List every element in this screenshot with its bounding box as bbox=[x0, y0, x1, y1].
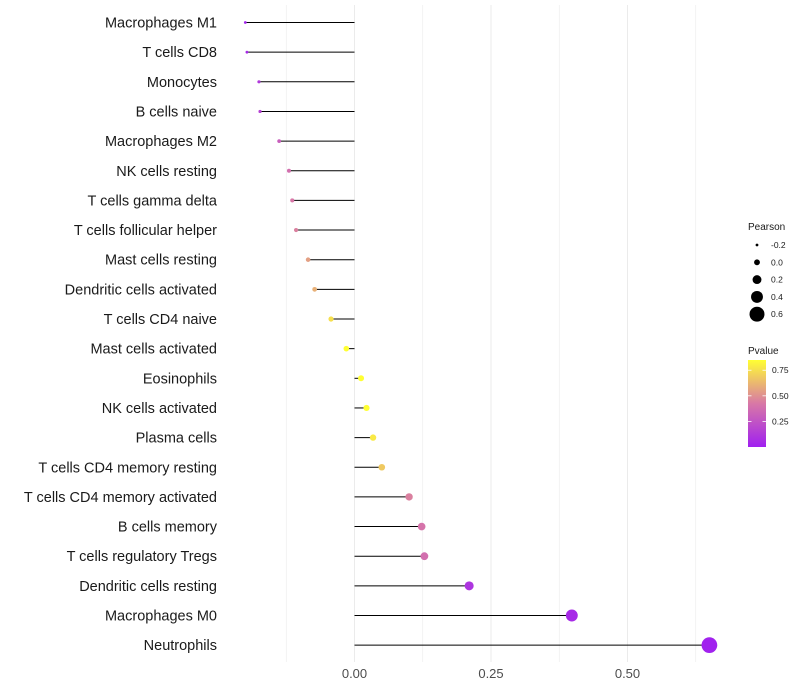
x-axis-ticks: 0.00 0.25 0.50 bbox=[342, 666, 640, 681]
category-label: NK cells resting bbox=[116, 164, 217, 180]
x-tick-label: 0.50 bbox=[615, 666, 640, 681]
lollipop-dot bbox=[305, 257, 311, 262]
legend: Pearson -0.2 0.0 0.2 0.4 0.6 Pvalue 0.25 0.50 0.7… bbox=[748, 222, 789, 447]
lollipop-dots bbox=[243, 21, 718, 654]
category-label: T cells CD4 memory activated bbox=[24, 490, 217, 506]
lollipop-dot bbox=[312, 286, 318, 292]
category-label: NK cells activated bbox=[102, 401, 217, 417]
lollipop-dot bbox=[405, 493, 413, 501]
gridlines bbox=[285, 5, 697, 662]
legend-size-dot bbox=[755, 243, 759, 247]
legend-color-label: 0.50 bbox=[772, 391, 789, 401]
lollipop-dot bbox=[293, 227, 299, 233]
lollipop-dot bbox=[363, 404, 370, 412]
legend-color-bar bbox=[748, 360, 766, 447]
legend-size-dot bbox=[752, 275, 762, 285]
category-label: Dendritic cells resting bbox=[79, 579, 217, 595]
lollipop-dot bbox=[369, 434, 377, 441]
legend-color-label: 0.75 bbox=[772, 365, 789, 375]
legend-size-label: 0.6 bbox=[771, 309, 783, 319]
legend-size-label: 0.2 bbox=[771, 275, 783, 285]
legend-size-dot bbox=[751, 290, 763, 303]
category-labels: Macrophages M1 T cells CD8 Monocytes B cell… bbox=[24, 16, 218, 655]
legend-size-title: Pearson bbox=[748, 222, 785, 233]
legend-color-title: Pvalue bbox=[748, 346, 779, 357]
lollipop-dot bbox=[258, 109, 262, 114]
category-label: T cells CD4 memory resting bbox=[38, 460, 217, 476]
lollipop-dot bbox=[464, 581, 474, 591]
legend-size-label: 0.0 bbox=[771, 257, 783, 267]
category-label: Plasma cells bbox=[136, 431, 217, 447]
category-label: T cells CD4 naive bbox=[104, 312, 217, 328]
lollipop-dot bbox=[358, 375, 365, 382]
legend-color-label: 0.25 bbox=[772, 416, 789, 426]
category-label: B cells naive bbox=[136, 104, 217, 120]
category-label: T cells gamma delta bbox=[88, 193, 218, 209]
lollipop-dot bbox=[343, 345, 350, 352]
legend-size-dot bbox=[749, 306, 765, 322]
legend-size-label: 0.4 bbox=[771, 292, 783, 302]
legend-size-label: -0.2 bbox=[771, 240, 786, 250]
lollipop-dot bbox=[701, 637, 718, 654]
lollipop-dot bbox=[378, 463, 386, 471]
x-tick-label: 0.00 bbox=[342, 666, 367, 681]
lollipop-dot bbox=[290, 198, 295, 203]
category-label: Macrophages M2 bbox=[105, 134, 217, 150]
category-label: Macrophages M0 bbox=[105, 609, 217, 625]
lollipop-dot bbox=[245, 50, 249, 54]
category-label: T cells regulatory Tregs bbox=[67, 549, 217, 565]
category-label: Mast cells resting bbox=[105, 253, 217, 269]
lollipop-dot bbox=[277, 139, 282, 143]
lollipop-dot bbox=[243, 21, 247, 24]
category-label: Neutrophils bbox=[144, 638, 217, 654]
x-tick-label: 0.25 bbox=[478, 666, 503, 681]
category-label: B cells memory bbox=[118, 520, 218, 536]
category-label: T cells follicular helper bbox=[74, 223, 217, 239]
category-label: Monocytes bbox=[147, 75, 217, 91]
category-label: T cells CD8 bbox=[142, 45, 217, 61]
lollipop-dot bbox=[257, 80, 261, 84]
lollipop-dot bbox=[328, 316, 334, 322]
legend-size-dot bbox=[754, 259, 760, 266]
lollipop-dot bbox=[420, 552, 429, 561]
lollipop-dot bbox=[565, 609, 578, 622]
lollipop-dot bbox=[417, 522, 426, 531]
category-label: Dendritic cells activated bbox=[65, 282, 217, 298]
lollipop-stems bbox=[245, 22, 710, 646]
category-label: Macrophages M1 bbox=[105, 16, 217, 32]
lollipop-dot bbox=[286, 168, 291, 173]
category-label: Mast cells activated bbox=[90, 342, 217, 358]
category-label: Eosinophils bbox=[143, 371, 217, 387]
